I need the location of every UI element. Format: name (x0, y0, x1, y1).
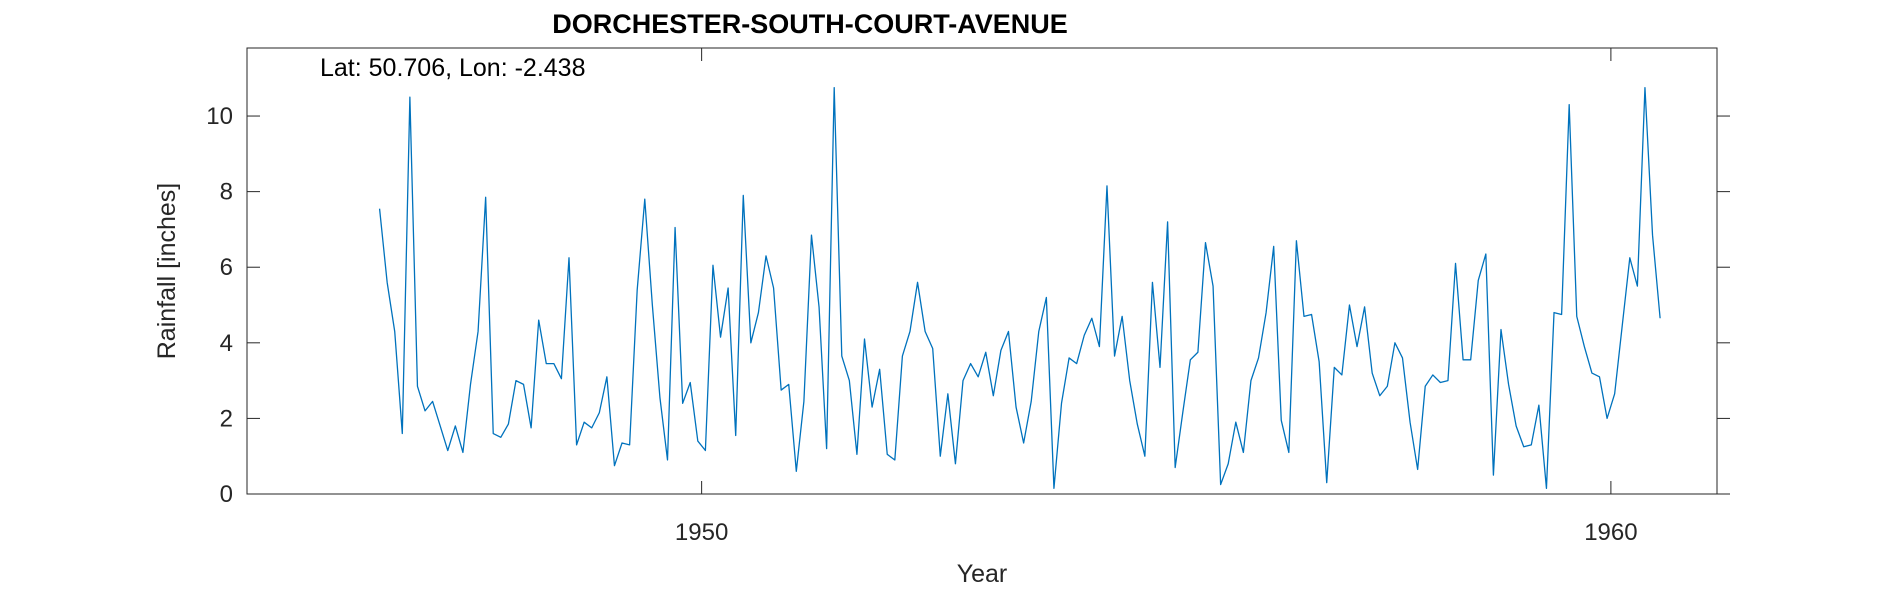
x-tick-label: 1960 (1584, 519, 1637, 546)
y-axis-title: Rainfall [inches] (153, 183, 181, 359)
x-axis-title: Year (957, 560, 1008, 588)
y-axis: 0 2 4 6 8 10 (206, 103, 1730, 508)
y-tick-label: 4 (220, 330, 233, 357)
y-tick-label: 6 (220, 254, 233, 281)
y-tick-label: 2 (220, 405, 233, 432)
x-tick-label: 1950 (675, 519, 728, 546)
x-axis: 1950 1960 (675, 48, 1638, 546)
y-tick-label: 0 (220, 481, 233, 508)
chart-title: DORCHESTER-SOUTH-COURT-AVENUE (552, 9, 1068, 39)
rainfall-series-line (378, 87, 1661, 489)
location-annotation: Lat: 50.706, Lon: -2.438 (320, 54, 586, 82)
series-layer (378, 87, 1661, 489)
y-tick-label: 10 (206, 103, 233, 130)
y-tick-label: 8 (220, 179, 233, 206)
